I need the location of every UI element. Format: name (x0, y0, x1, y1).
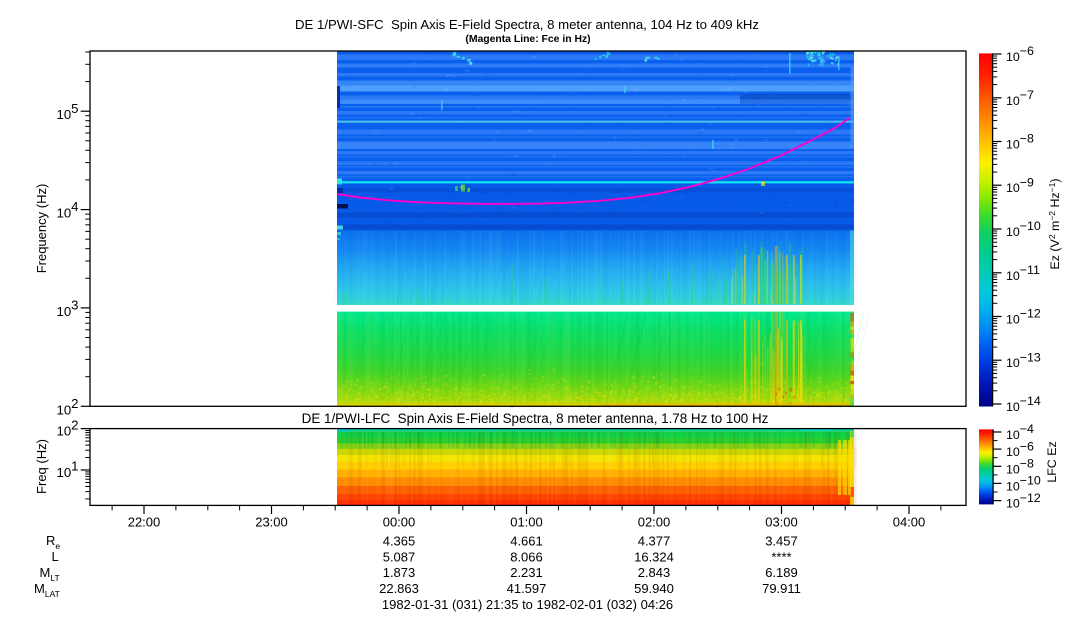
svg-text:02:00: 02:00 (638, 514, 671, 529)
svg-text:1982-01-31 (031) 21:35 to 1982: 1982-01-31 (031) 21:35 to 1982-02-01 (03… (382, 597, 673, 612)
svg-text:MLAT: MLAT (34, 581, 60, 599)
svg-text:****: **** (771, 549, 791, 564)
svg-text:59.940: 59.940 (634, 581, 674, 596)
svg-text:22.863: 22.863 (379, 581, 419, 596)
svg-text:01:00: 01:00 (510, 514, 543, 529)
svg-text:04:00: 04:00 (893, 514, 926, 529)
svg-text:10−13: 10−13 (1006, 350, 1041, 370)
svg-text:2.843: 2.843 (638, 565, 671, 580)
svg-text:101: 101 (57, 459, 79, 480)
svg-text:00:00: 00:00 (383, 514, 416, 529)
svg-text:LFC Ez: LFC Ez (1045, 441, 1059, 482)
svg-text:79.911: 79.911 (762, 581, 801, 596)
svg-text:Ez (V2 m−2 Hz−1): Ez (V2 m−2 Hz−1) (1047, 179, 1062, 270)
svg-text:10−9: 10−9 (1006, 175, 1034, 195)
svg-text:2.231: 2.231 (510, 565, 543, 580)
svg-text:102: 102 (57, 417, 79, 438)
svg-text:10−12: 10−12 (1006, 491, 1041, 511)
svg-text:10−14: 10−14 (1006, 394, 1041, 414)
svg-text:10−7: 10−7 (1006, 88, 1034, 108)
svg-text:41.597: 41.597 (507, 581, 547, 596)
svg-text:23:00: 23:00 (255, 514, 288, 529)
svg-text:104: 104 (57, 199, 79, 220)
svg-text:10−12: 10−12 (1006, 307, 1041, 327)
svg-text:L: L (52, 549, 59, 564)
svg-text:10−11: 10−11 (1006, 263, 1040, 283)
svg-text:(Magenta Line: Fce in Hz): (Magenta Line: Fce in Hz) (465, 34, 590, 45)
svg-text:1.873: 1.873 (383, 565, 416, 580)
svg-text:4.365: 4.365 (383, 534, 416, 549)
svg-text:4.377: 4.377 (638, 534, 671, 549)
svg-text:10−6: 10−6 (1006, 44, 1034, 64)
svg-text:DE 1/PWI-SFC Spin Axis E-Fiel: DE 1/PWI-SFC Spin Axis E-Field Spectra, … (295, 17, 759, 32)
svg-text:Freq (Hz): Freq (Hz) (34, 439, 49, 494)
svg-text:22:00: 22:00 (128, 514, 161, 529)
svg-text:102: 102 (57, 396, 79, 417)
svg-text:3.457: 3.457 (765, 534, 798, 549)
svg-text:105: 105 (57, 101, 79, 122)
svg-text:6.189: 6.189 (765, 565, 798, 580)
svg-text:Frequency (Hz): Frequency (Hz) (34, 184, 49, 274)
svg-text:10−10: 10−10 (1006, 219, 1041, 239)
svg-text:16.324: 16.324 (634, 549, 674, 564)
svg-text:DE 1/PWI-LFC Spin Axis E-Fiel: DE 1/PWI-LFC Spin Axis E-Field Spectra, … (302, 411, 769, 426)
svg-text:4.661: 4.661 (510, 534, 543, 549)
svg-text:5.087: 5.087 (383, 549, 416, 564)
svg-text:103: 103 (57, 298, 79, 319)
svg-text:10−8: 10−8 (1006, 132, 1034, 152)
svg-text:03:00: 03:00 (765, 514, 798, 529)
svg-text:8.066: 8.066 (510, 549, 543, 564)
